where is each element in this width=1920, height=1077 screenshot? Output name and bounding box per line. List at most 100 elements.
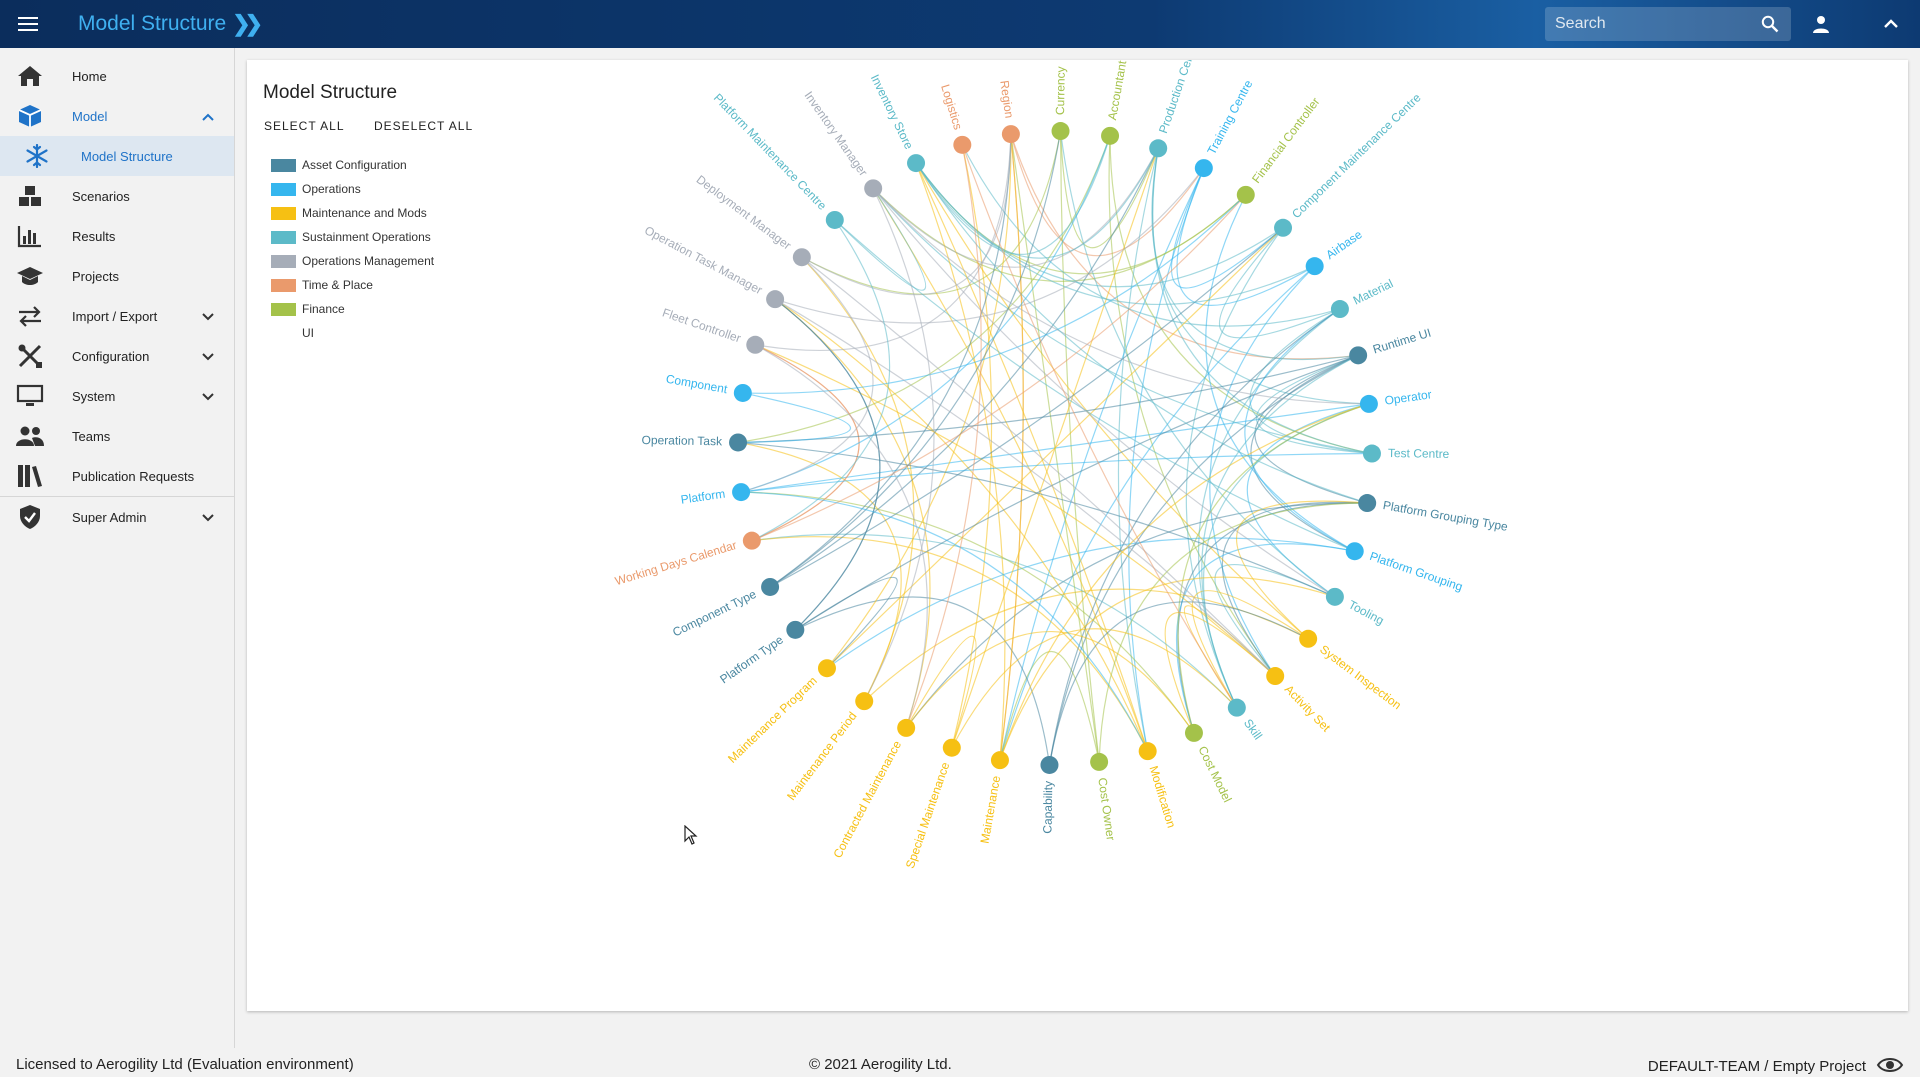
search-input[interactable] <box>1545 15 1745 33</box>
chord-node-label: Working Days Calendar <box>613 538 738 588</box>
sidebar-item-publication-requests[interactable]: Publication Requests <box>0 456 234 496</box>
chord-node[interactable] <box>1001 125 1020 144</box>
chord-node[interactable] <box>1305 257 1324 276</box>
chord-node[interactable] <box>732 483 751 502</box>
chord-node[interactable] <box>729 433 748 452</box>
chord-node[interactable] <box>792 248 811 267</box>
boxes-icon <box>15 181 45 211</box>
sidebar-item-teams[interactable]: Teams <box>0 416 234 456</box>
chord-node[interactable] <box>1345 542 1364 561</box>
chord-link <box>801 256 1276 677</box>
chevron-up-icon[interactable] <box>1876 9 1906 39</box>
chord-node-label: Operation Task Manager <box>642 223 764 297</box>
chord-node-label: Operation Task <box>641 433 723 448</box>
chord-node[interactable] <box>855 692 874 711</box>
sidebar-item-super-admin[interactable]: Super Admin <box>0 497 234 537</box>
chord-node[interactable] <box>1149 139 1168 158</box>
chord-node[interactable] <box>761 577 780 596</box>
sidebar-item-model[interactable]: Model <box>0 96 234 136</box>
chord-link <box>872 188 1149 752</box>
sidebar-item-system[interactable]: System <box>0 376 234 416</box>
chord-link <box>1098 502 1368 762</box>
chord-node[interactable] <box>1299 629 1318 648</box>
chevron-down-icon[interactable] <box>202 509 214 527</box>
chord-node[interactable] <box>897 718 916 737</box>
chord-node[interactable] <box>1236 185 1255 204</box>
chord-node[interactable] <box>742 531 761 550</box>
chord-link <box>915 162 1368 504</box>
sidebar-item-label: Teams <box>72 428 111 444</box>
menu-icon[interactable] <box>0 0 56 48</box>
chord-node[interactable] <box>1194 159 1213 178</box>
chord-node[interactable] <box>1266 667 1285 686</box>
chord-node[interactable] <box>1330 300 1349 319</box>
chevron-up-icon[interactable] <box>202 108 214 126</box>
legend-item[interactable]: Asset Configuration <box>271 153 434 177</box>
chord-node[interactable] <box>990 751 1009 770</box>
legend-item[interactable]: UI <box>271 321 434 345</box>
chord-node[interactable] <box>1227 698 1246 717</box>
legend-item[interactable]: Maintenance and Mods <box>271 201 434 225</box>
chord-node[interactable] <box>1090 752 1109 771</box>
select-all-button[interactable]: SELECT ALL <box>264 119 345 133</box>
sidebar-item-results[interactable]: Results <box>0 216 234 256</box>
chevron-down-icon[interactable] <box>202 388 214 406</box>
legend-item[interactable]: Operations Management <box>271 249 434 273</box>
chord-node-label: Inventory Manager <box>802 89 871 179</box>
search-icon[interactable] <box>1761 15 1779 38</box>
sidebar-item-import-export[interactable]: Import / Export <box>0 296 234 336</box>
chord-node[interactable] <box>746 335 765 354</box>
chord-node[interactable] <box>953 135 972 154</box>
chord-node-label: Tooling <box>1346 597 1386 627</box>
chord-link <box>1209 265 1316 677</box>
deselect-all-button[interactable]: DESELECT ALL <box>374 119 474 133</box>
chord-node[interactable] <box>1325 587 1344 606</box>
app-title: Model Structure ❯❯ <box>78 11 263 37</box>
chevron-down-icon[interactable] <box>202 348 214 366</box>
chord-node[interactable] <box>1358 494 1377 513</box>
user-icon[interactable] <box>1806 9 1836 39</box>
chevron-down-icon[interactable] <box>202 308 214 326</box>
sidebar-item-model-structure[interactable]: Model Structure <box>0 136 234 176</box>
chord-node[interactable] <box>1184 723 1203 742</box>
sidebar-item-label: Results <box>72 228 116 244</box>
chord-link <box>1214 564 1336 677</box>
chord-node[interactable] <box>864 179 883 198</box>
sidebar-item-configuration[interactable]: Configuration <box>0 336 234 376</box>
chord-node[interactable] <box>1051 122 1070 141</box>
chord-node[interactable] <box>1274 218 1293 237</box>
chord-link <box>863 188 935 702</box>
sidebar-item-scenarios[interactable]: Scenarios <box>0 176 234 216</box>
chord-node[interactable] <box>1138 742 1157 761</box>
chord-node[interactable] <box>907 154 926 173</box>
legend-item[interactable]: Finance <box>271 297 434 321</box>
sidebar-item-projects[interactable]: Projects <box>0 256 234 296</box>
legend-item[interactable]: Sustainment Operations <box>271 225 434 249</box>
model-structure-card: Model Structure SELECT ALL DESELECT ALL … <box>247 60 1908 1011</box>
sidebar-item-label: Super Admin <box>72 509 147 525</box>
chord-node[interactable] <box>1040 755 1059 774</box>
sidebar-item-home[interactable]: Home <box>0 56 234 96</box>
project-indicator[interactable]: DEFAULT-TEAM / Empty Project <box>1647 1058 1866 1075</box>
chord-node[interactable] <box>733 383 752 402</box>
chord-link <box>826 227 1284 669</box>
chord-node[interactable] <box>942 738 961 757</box>
legend-item[interactable]: Operations <box>271 177 434 201</box>
chord-node[interactable] <box>766 290 785 309</box>
license-text: Licensed to Aerogility Ltd (Evaluation e… <box>16 1056 354 1073</box>
chord-node[interactable] <box>786 620 805 639</box>
chord-node[interactable] <box>817 659 836 678</box>
chord-node[interactable] <box>1362 444 1381 463</box>
chord-link <box>1201 354 1359 708</box>
chord-node[interactable] <box>1359 394 1378 413</box>
chord-node[interactable] <box>1101 126 1120 145</box>
eye-icon[interactable] <box>1876 1056 1904 1077</box>
chord-link <box>740 256 874 493</box>
chord-link <box>1255 354 1372 455</box>
chord-node[interactable] <box>1349 346 1368 365</box>
legend-item[interactable]: Time & Place <box>271 273 434 297</box>
sidebar-item-label: Publication Requests <box>72 468 195 484</box>
chord-node[interactable] <box>825 210 844 229</box>
chord-link <box>1205 194 1356 552</box>
chord-link <box>999 167 1205 761</box>
